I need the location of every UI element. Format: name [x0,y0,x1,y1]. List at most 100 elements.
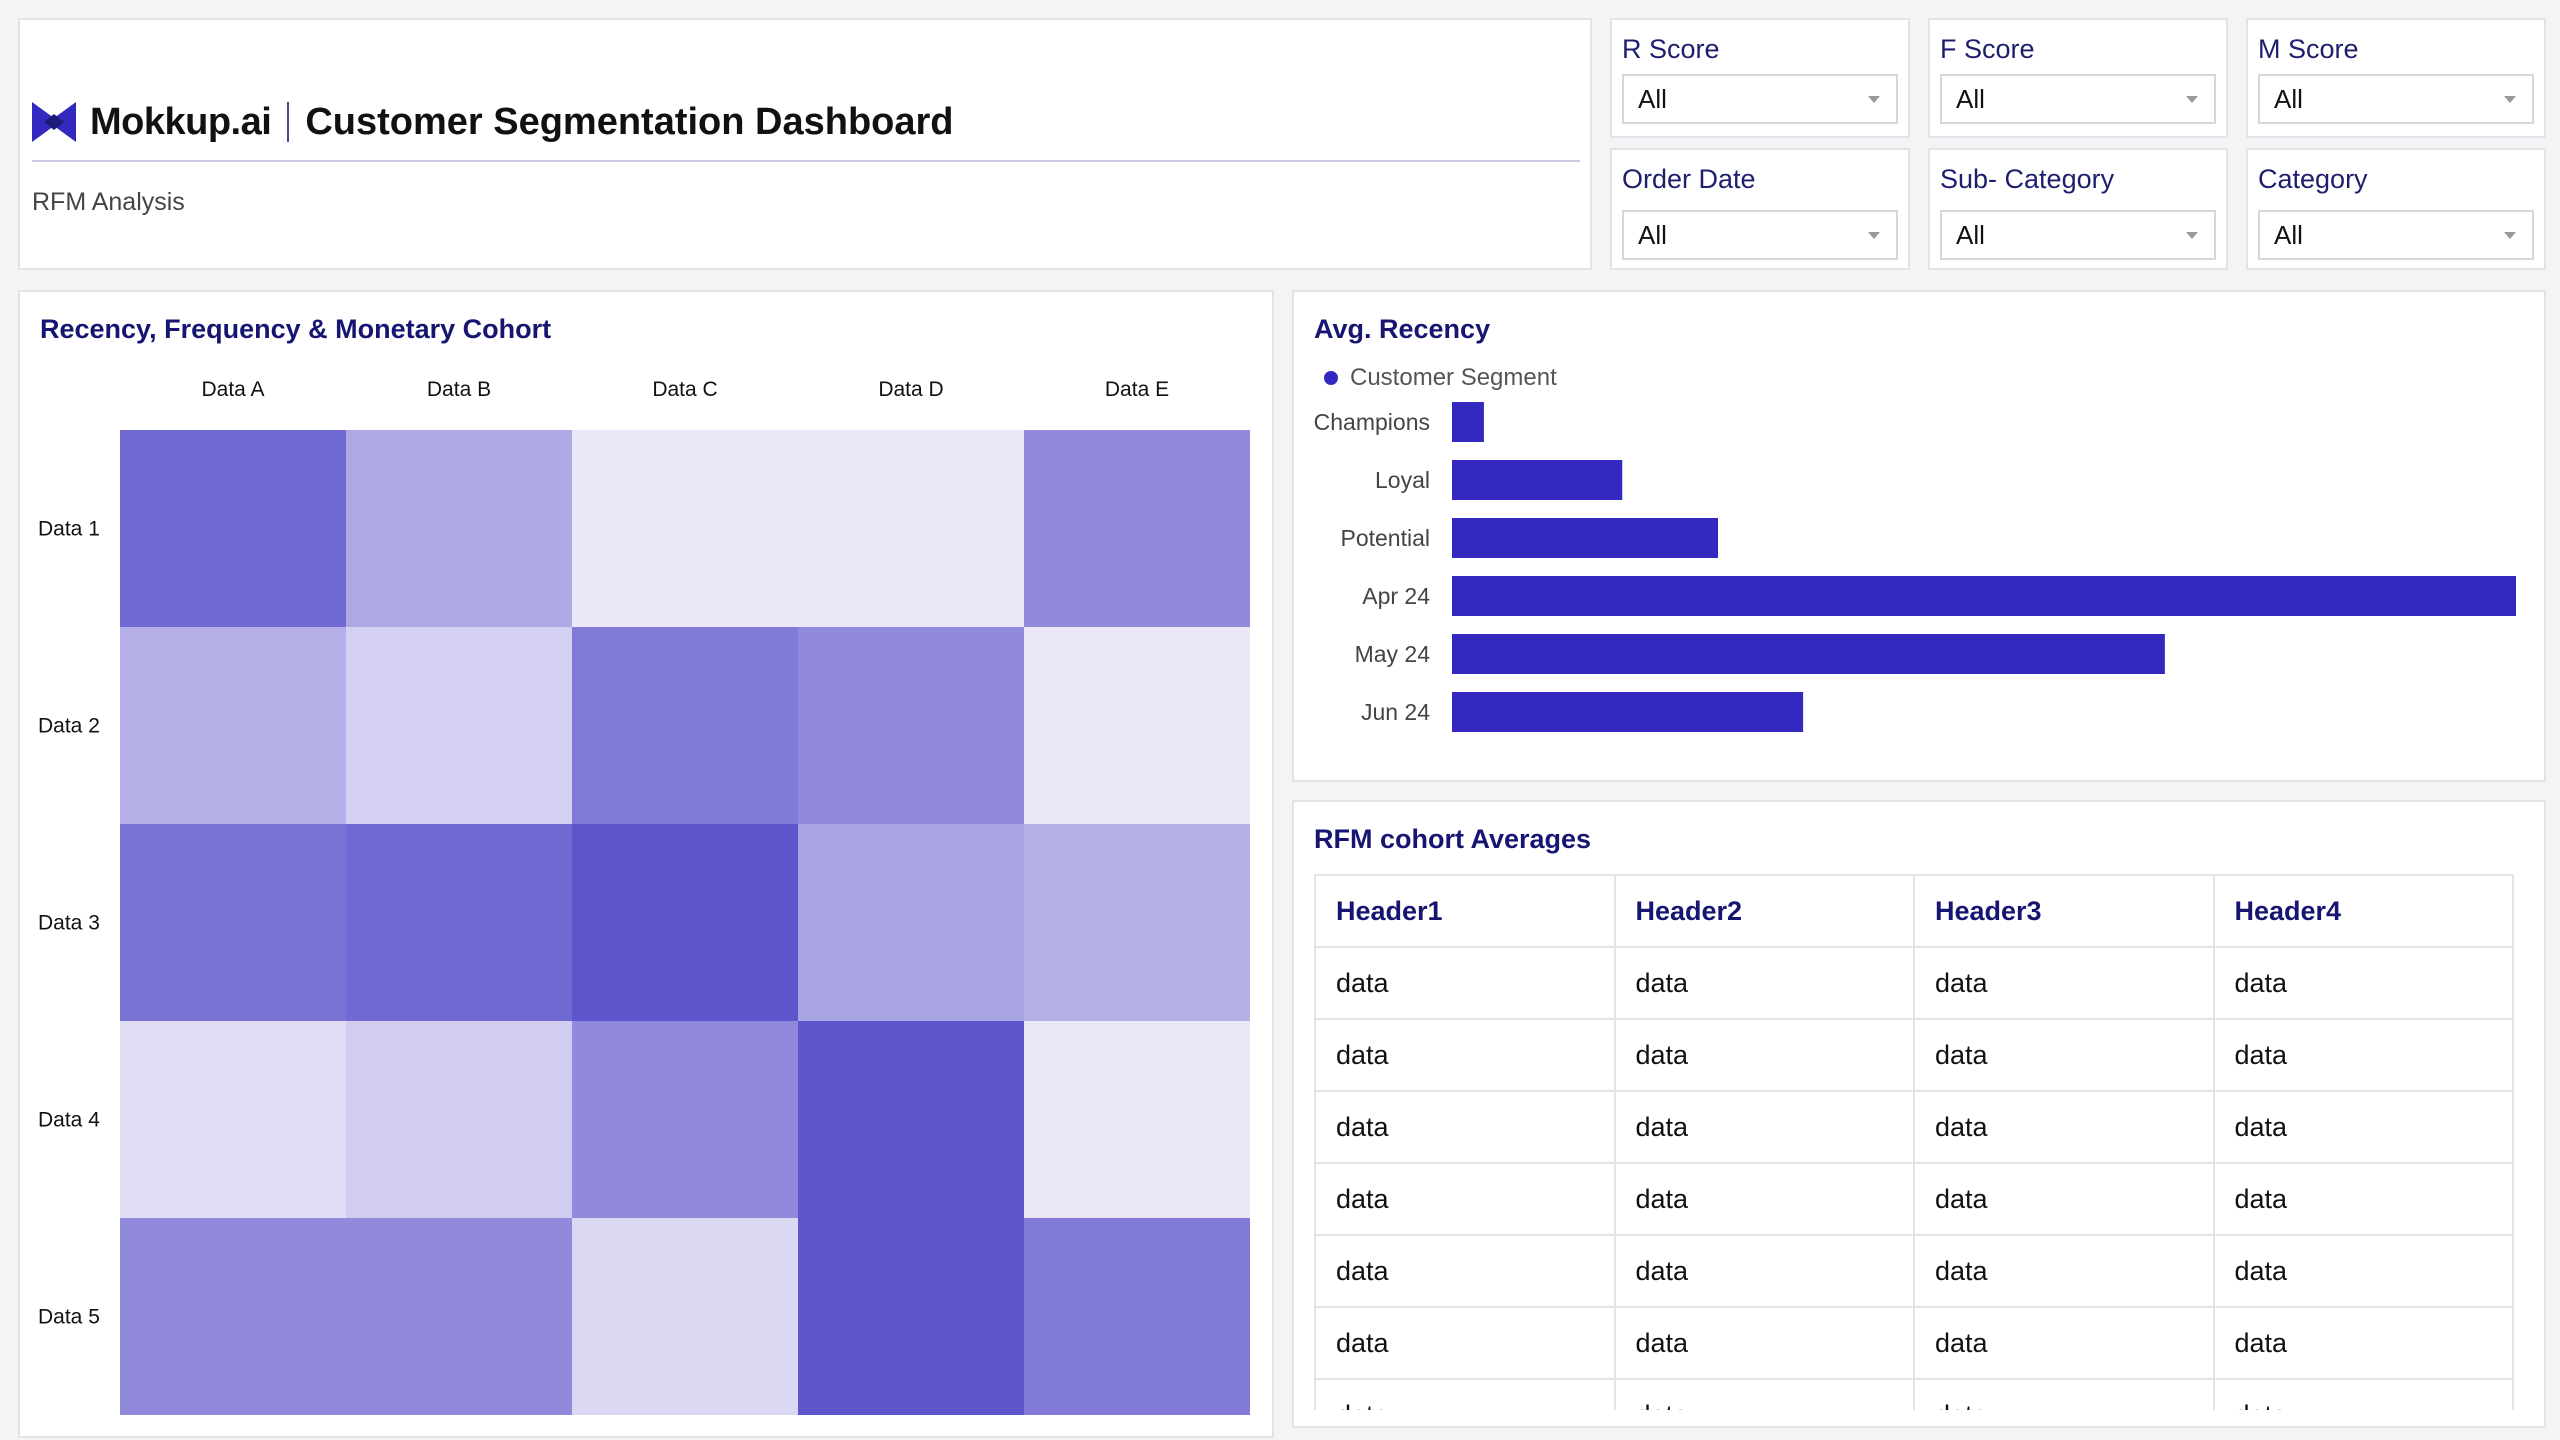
dropdown-value: All [1638,219,1667,250]
legend-dot-icon [1324,371,1338,385]
heatmap-cell[interactable] [798,824,1024,1021]
table-header-cell[interactable]: Header1 [1314,874,1616,948]
recency-bar[interactable] [1452,634,2165,674]
heatmap-cell[interactable] [120,1021,346,1218]
table-cell: data [1613,1378,1915,1410]
table-cell: data [1314,1090,1616,1164]
table-cell: data [1314,1018,1616,1092]
m-score-dropdown[interactable]: All [2258,74,2534,124]
order-date-dropdown[interactable]: All [1622,210,1898,260]
heatmap-cell[interactable] [120,430,346,627]
heatmap-cell[interactable] [572,627,798,824]
chevron-down-icon [1868,232,1880,239]
recency-bar[interactable] [1452,460,1623,500]
bar-category-label: Loyal [1375,467,1430,493]
filter-sub-category: Sub- Category All [1928,148,2228,270]
heatmap-cell[interactable] [120,824,346,1021]
heatmap-y-label: Data 1 [38,518,100,541]
table-cell: data [1913,1378,2215,1410]
chevron-down-icon [2186,232,2198,239]
heatmap-y-label: Data 3 [38,912,100,935]
heatmap-cell[interactable] [346,1218,572,1415]
heatmap-cell[interactable] [798,1218,1024,1415]
table-cell: data [2212,1378,2514,1410]
table-cell: data [2212,1018,2514,1092]
header-divider [32,160,1580,162]
table-header-cell[interactable]: Header4 [2212,874,2514,948]
recency-bar[interactable] [1452,692,1804,732]
dropdown-value: All [2274,219,2303,250]
filter-label: F Score [1940,34,2035,64]
logo-text: Mokkup.ai [90,100,272,143]
filter-label: Category [2258,164,2368,194]
heatmap-cell[interactable] [1024,1021,1250,1218]
table-cell: data [1913,1162,2215,1236]
heatmap-cell[interactable] [120,627,346,824]
category-dropdown[interactable]: All [2258,210,2534,260]
rfm-averages-panel: RFM cohort Averages Header1 Header2 Head… [1292,800,2546,1428]
heatmap-cell[interactable] [346,430,572,627]
heatmap-cell[interactable] [572,1021,798,1218]
recency-title: Avg. Recency [1314,314,1491,344]
page-title: Customer Segmentation Dashboard [305,100,954,143]
heatmap-cell[interactable] [346,627,572,824]
heatmap-title: Recency, Frequency & Monetary Cohort [40,314,552,344]
bar-category-label: Apr 24 [1362,583,1430,609]
table-cell: data [1613,1018,1915,1092]
filter-order-date: Order Date All [1610,148,1910,270]
bar-category-label: May 24 [1355,641,1431,667]
heatmap-cell[interactable] [120,1218,346,1415]
filter-label: Order Date [1622,164,1756,194]
filter-f-score: F Score All [1928,18,2228,138]
table-cell: data [2212,1162,2514,1236]
table-header-row: Header1 Header2 Header3 Header4 [1314,874,2514,948]
heatmap-x-label: Data C [652,378,717,401]
heatmap-cell[interactable] [572,430,798,627]
f-score-dropdown[interactable]: All [1940,74,2216,124]
table-cell: data [2212,946,2514,1020]
dropdown-value: All [2274,83,2303,114]
heatmap-cell[interactable] [572,1218,798,1415]
table-header-cell[interactable]: Header3 [1913,874,2215,948]
filter-m-score: M Score All [2246,18,2546,138]
recency-bar[interactable] [1452,576,2516,616]
table-cell: data [1613,1090,1915,1164]
table-cell: data [1913,1018,2215,1092]
heatmap-x-label: Data B [427,378,491,401]
table-cell: data [1314,1234,1616,1308]
heatmap-x-label: Data E [1105,378,1169,401]
filter-label: R Score [1622,34,1720,64]
heatmap-y-label: Data 2 [38,715,100,738]
table-cell: data [1913,1234,2215,1308]
recency-bar[interactable] [1452,402,1484,442]
table-cell: data [1314,946,1616,1020]
page-subtitle: RFM Analysis [32,188,185,216]
heatmap-cell[interactable] [798,627,1024,824]
table-cell: data [1913,1090,2215,1164]
recency-bar[interactable] [1452,518,1718,558]
heatmap-cell[interactable] [798,430,1024,627]
sub-category-dropdown[interactable]: All [1940,210,2216,260]
table-scroll-area[interactable]: Header1 Header2 Header3 Header4 data data… [1314,874,2514,1410]
heatmap-cell[interactable] [346,1021,572,1218]
heatmap-cell[interactable] [346,824,572,1021]
heatmap-y-label: Data 4 [38,1109,100,1132]
chevron-down-icon [2504,232,2516,239]
table-cell: data [1913,946,2215,1020]
mokkup-logo-icon [32,102,76,142]
r-score-dropdown[interactable]: All [1622,74,1898,124]
rfm-cohort-heatmap-panel: Data A Data B Data C Data D Data E Data 1 Data… [18,290,1274,1438]
heatmap-cell[interactable] [798,1021,1024,1218]
table-cell: data [2212,1306,2514,1380]
filter-r-score: R Score All [1610,18,1910,138]
heatmap-cell[interactable] [1024,1218,1250,1415]
heatmap-cell[interactable] [572,824,798,1021]
heatmap-cell[interactable] [1024,430,1250,627]
table-header-cell[interactable]: Header2 [1613,874,1915,948]
heatmap-cell[interactable] [1024,627,1250,824]
table-cell: data [1314,1306,1616,1380]
heatmap-cell[interactable] [1024,824,1250,1021]
